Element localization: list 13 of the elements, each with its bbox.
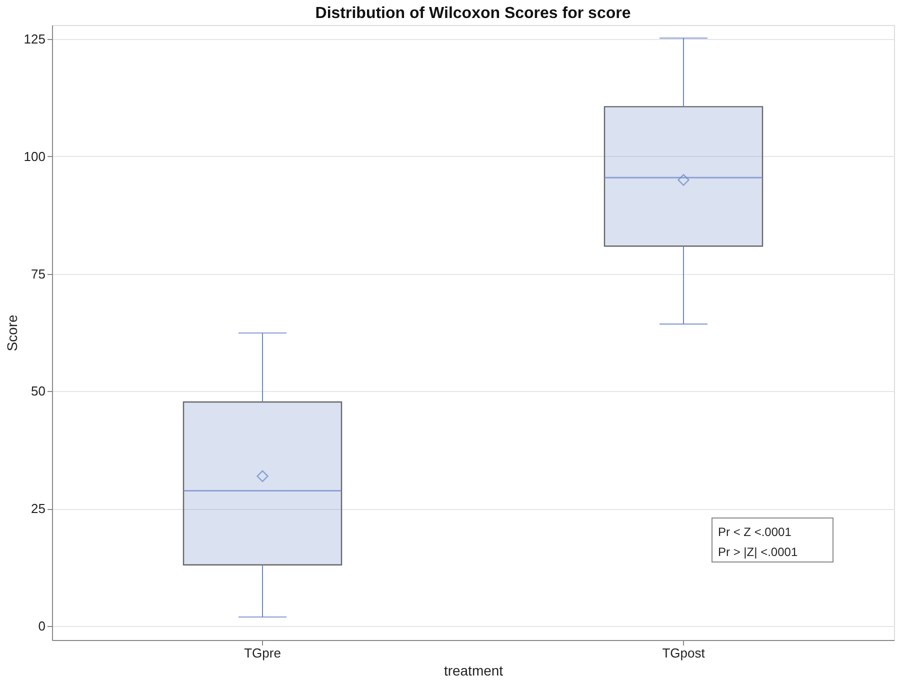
y-tick-label: 75	[31, 266, 46, 282]
annotation: Pr < Z <.0001	[718, 525, 792, 539]
y-tick-label: 0	[38, 618, 46, 634]
y-tick-label: 100	[24, 148, 46, 164]
y-tick-label: 50	[31, 384, 46, 399]
y-tick-label: 125	[24, 32, 46, 47]
x-tick-label: TGpre	[244, 646, 281, 660]
x-tick-label: TGpost	[662, 646, 706, 660]
x-axis-title: treatment	[444, 662, 504, 678]
y-axis-title: Score	[4, 314, 20, 352]
annotation: Pr > |Z| <.0001	[718, 545, 798, 559]
y-tick-label: 25	[31, 501, 46, 516]
chart-title: Distribution of Wilcoxon Scores for score	[315, 5, 631, 22]
